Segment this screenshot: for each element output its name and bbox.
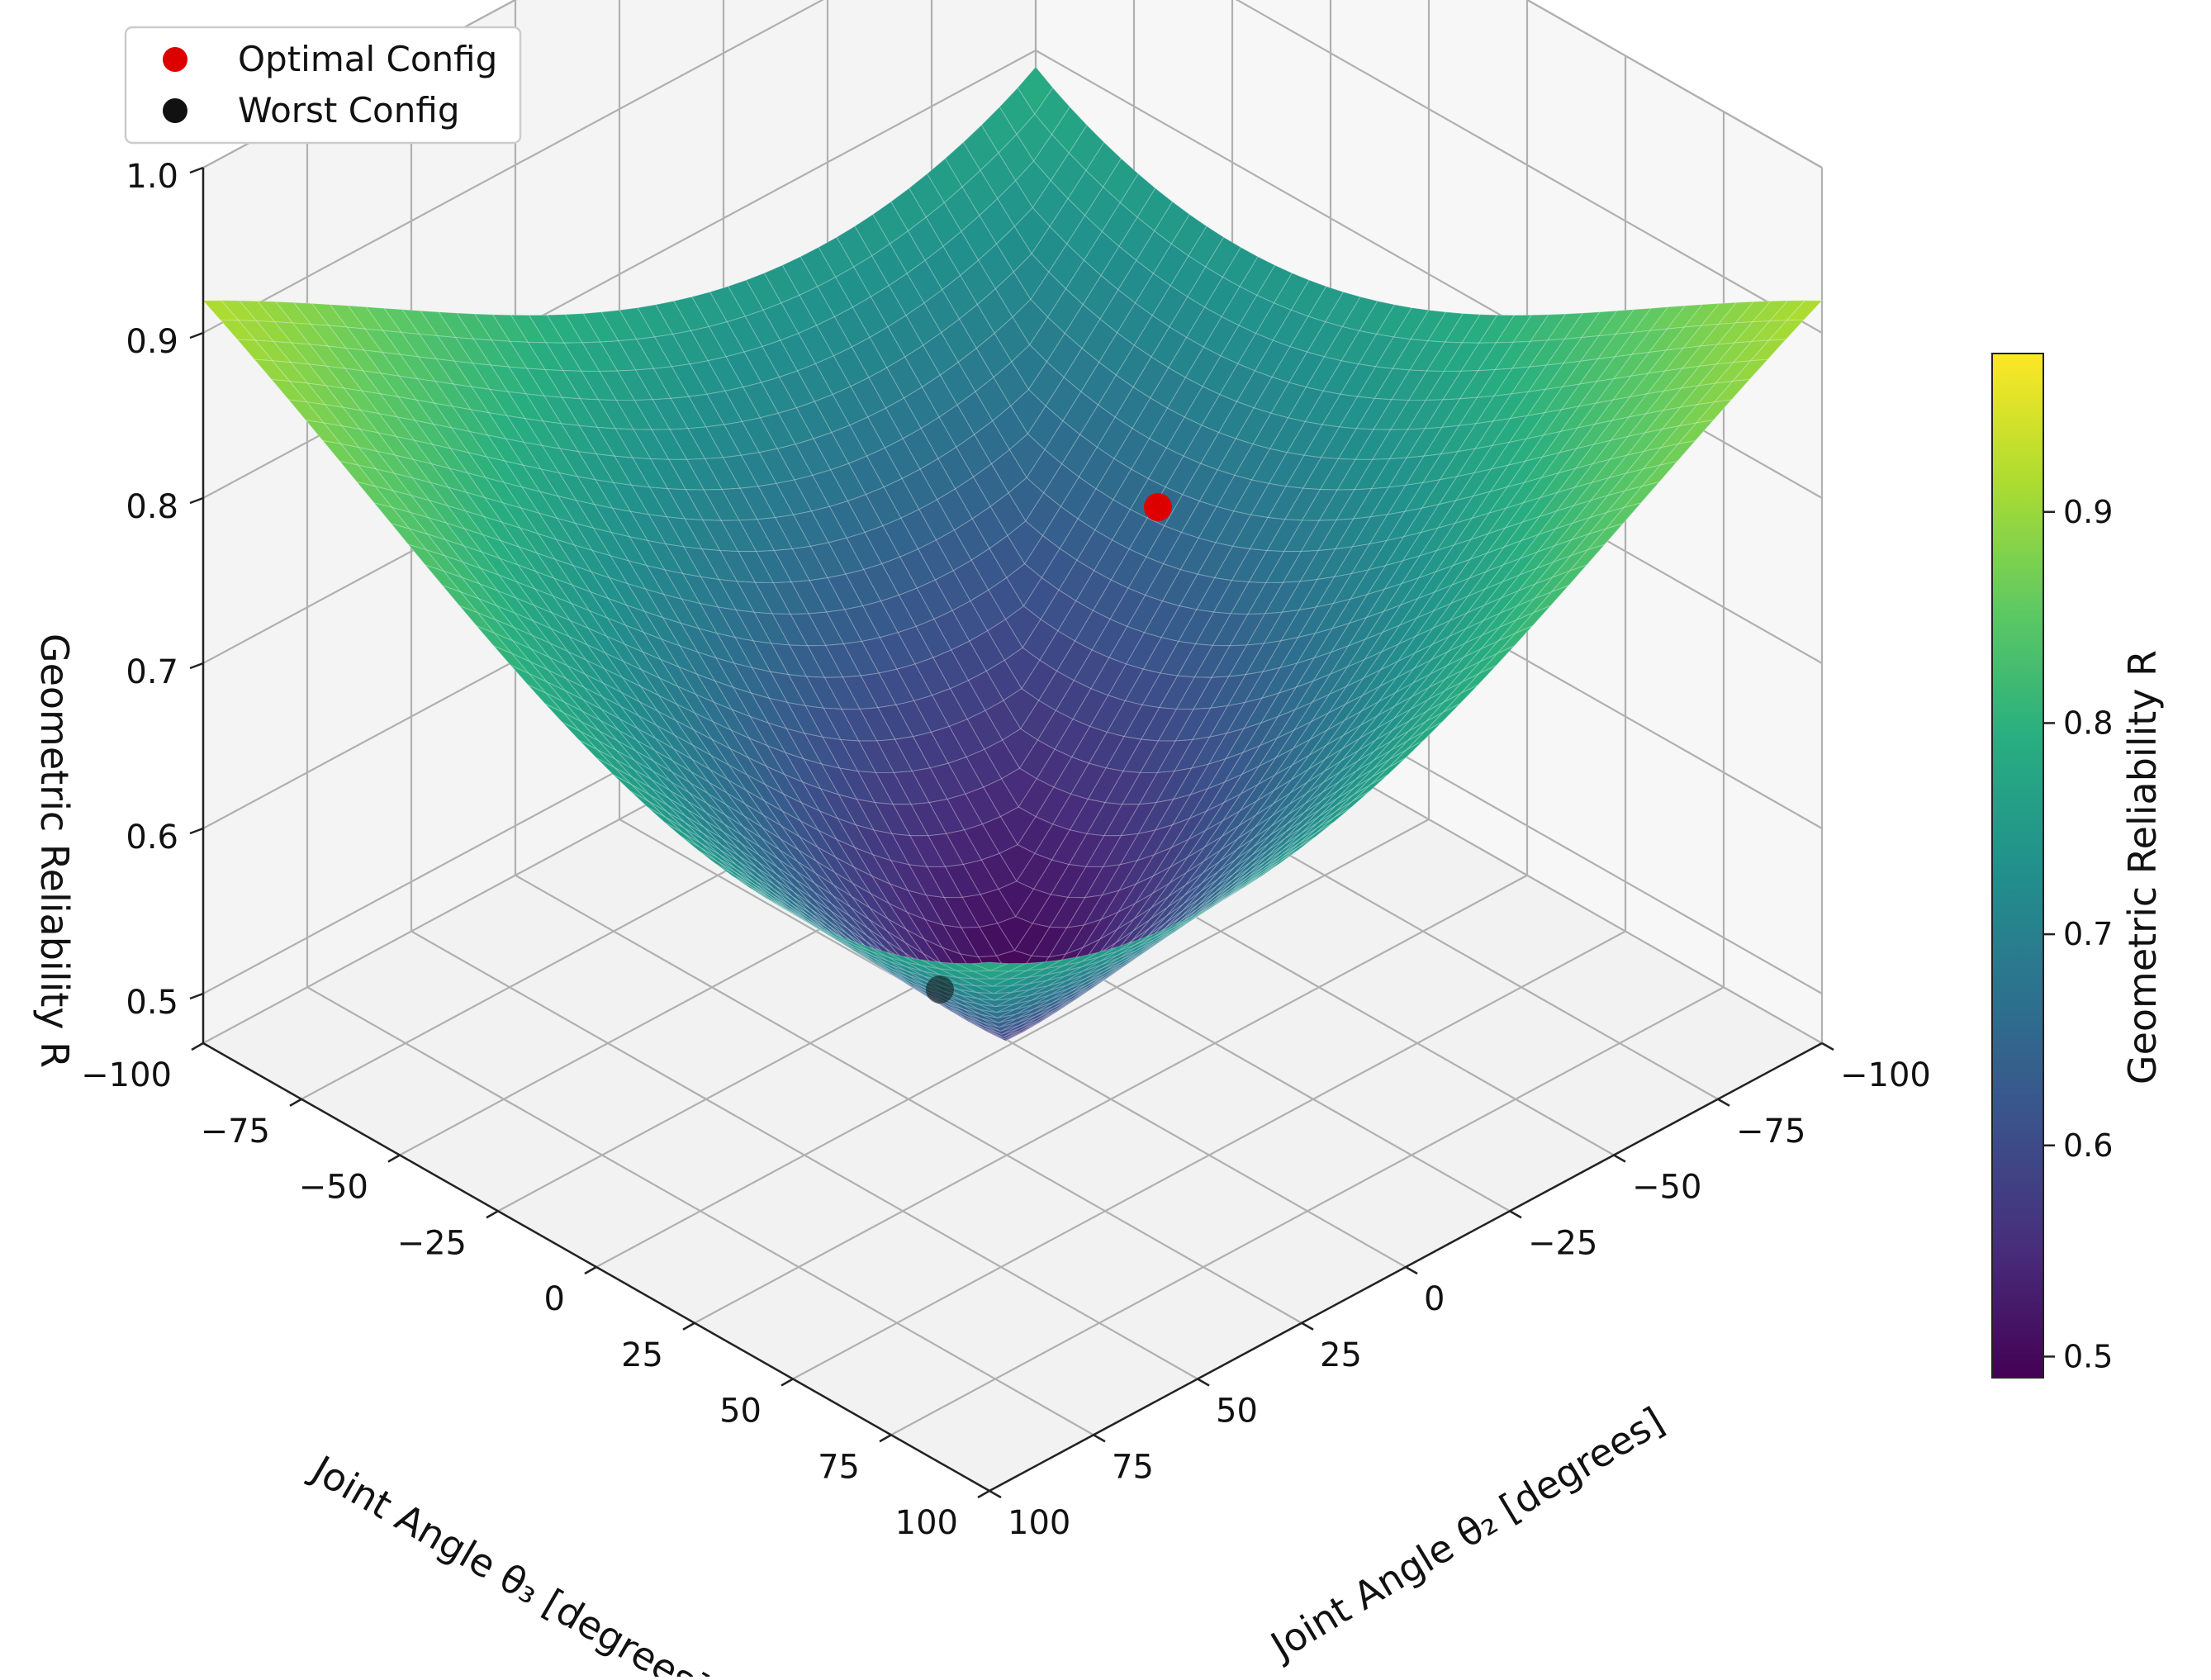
floor-gridline-x xyxy=(890,986,1725,1436)
z-tick-label: 0.5 xyxy=(126,984,178,1022)
legend-marker-optimal xyxy=(163,47,187,72)
config-markers xyxy=(926,493,1172,1004)
x-tick-mark xyxy=(191,1042,204,1051)
z-tick-label: 0.6 xyxy=(126,819,178,857)
colorbar-tick-label: 0.8 xyxy=(2063,705,2113,741)
y-tick-label: 50 xyxy=(1216,1393,1258,1431)
y-axis-title: Joint Angle θ₂ [degrees] xyxy=(1261,1398,1672,1669)
y-tick-mark xyxy=(1613,1154,1626,1163)
colorbar-ticks: 0.5 0.6 0.7 0.8 0.9 xyxy=(2043,494,2113,1374)
x-tick-label: −100 xyxy=(81,1056,172,1094)
colorbar-tick-label: 0.7 xyxy=(2063,916,2113,952)
y-tick-mark xyxy=(1717,1098,1730,1107)
y-tick-label: −75 xyxy=(1736,1113,1805,1151)
x-axis-title: Joint Angle θ₃ [degrees] xyxy=(302,1445,716,1677)
y-tick-mark xyxy=(1197,1378,1210,1387)
z-tick-mark xyxy=(189,662,204,670)
wall-gridline-z xyxy=(202,0,824,334)
floor-gridline-y xyxy=(619,819,1407,1268)
x-tick-mark xyxy=(977,1489,990,1499)
x-tick-mark xyxy=(387,1154,401,1163)
z-tick-mark xyxy=(189,496,204,505)
wall-gridline-z xyxy=(1235,0,1823,334)
x-tick-mark xyxy=(584,1265,597,1275)
z-tick-label: 0.7 xyxy=(126,653,178,691)
floor-gridline-x xyxy=(792,930,1626,1380)
x-tick-label: −50 xyxy=(299,1169,368,1207)
z-tick-mark xyxy=(189,827,204,835)
floor-gridline-y xyxy=(410,930,1198,1380)
y-tick-mark xyxy=(1405,1265,1418,1275)
z-tick-mark xyxy=(189,331,204,339)
y-tick-label: −100 xyxy=(1840,1056,1931,1094)
y-tick-mark xyxy=(1821,1042,1834,1051)
x-tick-label: 50 xyxy=(719,1393,762,1431)
x-tick-label: 100 xyxy=(895,1504,958,1542)
reliability-surface xyxy=(202,66,1824,1042)
wall-top-edge xyxy=(1525,0,1823,168)
x-tick-label: −75 xyxy=(201,1113,270,1151)
floor-gridline-y xyxy=(515,874,1302,1324)
legend-marker-worst xyxy=(163,98,187,123)
x-tick-mark xyxy=(486,1210,499,1219)
legend: Optimal Config Worst Config xyxy=(124,26,522,145)
y-tick-mark xyxy=(989,1489,1002,1499)
tick-labels: −100 −75 −50 −25 0 25 50 75 100 −100 −75 −50 −25 0 25 5… xyxy=(81,158,1931,1542)
x-tick-label: 0 xyxy=(544,1280,565,1318)
floor-gridline-x xyxy=(694,874,1528,1324)
x-tick-label: 25 xyxy=(621,1336,663,1374)
x-tick-label: 75 xyxy=(818,1448,860,1486)
x-tick-mark xyxy=(682,1322,695,1331)
z-tick-mark xyxy=(189,992,204,1000)
z-tick-mark xyxy=(189,166,204,174)
x-tick-mark xyxy=(780,1378,794,1387)
x-tick-mark xyxy=(289,1098,302,1107)
y-tick-mark xyxy=(1093,1434,1106,1443)
colorbar-title: Geometric Reliability R xyxy=(2120,650,2165,1084)
floor-gridline-y xyxy=(306,986,1094,1436)
y-tick-label: −25 xyxy=(1528,1224,1597,1262)
legend-label-worst: Worst Config xyxy=(238,90,460,131)
y-tick-label: 75 xyxy=(1112,1448,1154,1486)
x-tick-label: −25 xyxy=(397,1224,467,1262)
colorbar-gradient xyxy=(1991,353,2044,1379)
worst-config-marker xyxy=(926,975,954,1004)
y-tick-mark xyxy=(1509,1210,1522,1219)
colorbar-tick-label: 0.6 xyxy=(2063,1127,2113,1164)
optimal-config-marker xyxy=(1144,493,1172,521)
y-tick-label: 100 xyxy=(1008,1504,1070,1542)
z-tick-label: 0.9 xyxy=(126,323,178,361)
z-axis-title: Geometric Reliability R xyxy=(32,634,77,1068)
colorbar-tick-label: 0.9 xyxy=(2063,494,2113,530)
x-tick-mark xyxy=(879,1434,892,1443)
z-tick-label: 0.8 xyxy=(126,488,178,526)
z-tick-label: 1.0 xyxy=(126,158,178,196)
colorbar-tick-label: 0.5 xyxy=(2063,1338,2113,1374)
colorbar: 0.5 0.6 0.7 0.8 0.9 Geometric Reliability R xyxy=(1991,353,2165,1379)
y-tick-mark xyxy=(1301,1322,1314,1331)
legend-box xyxy=(124,26,522,145)
legend-label-optimal: Optimal Config xyxy=(238,39,497,79)
surface-patch xyxy=(972,961,1008,971)
y-tick-label: 25 xyxy=(1320,1336,1362,1374)
y-tick-label: −50 xyxy=(1632,1169,1701,1207)
y-tick-label: 0 xyxy=(1424,1280,1445,1318)
